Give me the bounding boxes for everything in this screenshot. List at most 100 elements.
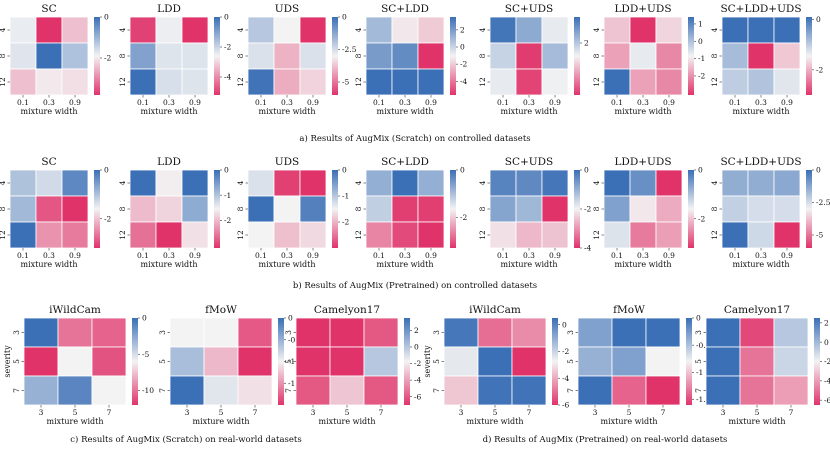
heatmap-cell bbox=[23, 375, 59, 406]
colorbar-tick-label: 0 bbox=[414, 343, 419, 352]
x-tick-label: 3 bbox=[593, 408, 598, 417]
x-tick-label: 0.1 bbox=[611, 251, 623, 260]
heatmap-title: SC+LDD+UDS bbox=[720, 156, 801, 168]
colorbar-tick-label: -2.5 bbox=[342, 45, 357, 54]
heatmap-cell bbox=[61, 169, 89, 197]
y-tick-label: 12 bbox=[236, 230, 245, 240]
colorbar-tick-label: -2 bbox=[104, 54, 112, 63]
colorbar bbox=[814, 318, 820, 405]
caption-d: d) Results of AugMix (Pretrained) on rea… bbox=[483, 434, 728, 445]
x-tick-label: 3 bbox=[311, 408, 316, 417]
y-tick-label: 4 bbox=[0, 27, 7, 32]
y-tick-label: 12 bbox=[592, 77, 601, 87]
heatmap-cell bbox=[181, 42, 209, 70]
colorbar-tick-label: -5 bbox=[142, 350, 150, 359]
x-tick-label: 0.9 bbox=[69, 251, 81, 260]
x-tick-label: 0.3 bbox=[523, 251, 535, 260]
heatmap-cell bbox=[773, 221, 801, 249]
colorbar-tick-label: -0.5 bbox=[696, 341, 711, 350]
heatmap-cell bbox=[443, 317, 479, 348]
heatmap-cell bbox=[541, 16, 569, 44]
colorbar-tick-label: -2 bbox=[460, 60, 468, 69]
heatmap-cell bbox=[655, 169, 683, 197]
heatmap-cell bbox=[247, 68, 275, 96]
x-tick-label: 0.9 bbox=[549, 251, 561, 260]
heatmap-cell bbox=[203, 375, 239, 406]
heatmap-cell bbox=[747, 195, 775, 223]
y-tick-label: 8 bbox=[592, 206, 601, 211]
heatmap-cell bbox=[23, 346, 59, 377]
colorbar-tick-label: -2 bbox=[816, 65, 824, 74]
heatmap-cell bbox=[515, 68, 543, 96]
heatmap-cell bbox=[329, 375, 365, 406]
heatmap-cell bbox=[155, 169, 183, 197]
heatmap-title: LDD+UDS bbox=[614, 3, 671, 15]
y-tick-label: 4 bbox=[592, 27, 601, 32]
x-axis-label: mixture width bbox=[614, 260, 671, 269]
y-tick-label: 3 bbox=[158, 330, 167, 335]
heatmap-title: LDD bbox=[157, 3, 181, 15]
y-tick-label: 5 bbox=[432, 359, 441, 364]
heatmap-cell bbox=[721, 169, 749, 197]
heatmap-cell bbox=[237, 346, 273, 377]
heatmap-cell bbox=[365, 195, 393, 223]
heatmap-cell bbox=[655, 42, 683, 70]
x-tick-label: 0.3 bbox=[43, 98, 55, 107]
x-tick-label: 7 bbox=[789, 408, 794, 417]
y-tick-label: 12 bbox=[236, 77, 245, 87]
y-tick-label: 8 bbox=[236, 53, 245, 58]
heatmap-cell bbox=[739, 346, 775, 377]
y-tick-label: 8 bbox=[478, 53, 487, 58]
heatmap-cell bbox=[365, 221, 393, 249]
heatmap-cell bbox=[363, 346, 399, 377]
colorbar bbox=[806, 170, 812, 248]
heatmap-cell bbox=[489, 68, 517, 96]
heatmap-cell bbox=[35, 195, 63, 223]
x-tick-label: 5 bbox=[627, 408, 632, 417]
heatmap-cell bbox=[629, 68, 657, 96]
heatmap-cell bbox=[129, 221, 157, 249]
heatmap-cell bbox=[247, 42, 275, 70]
heatmap-cell bbox=[489, 42, 517, 70]
x-tick-label: 7 bbox=[379, 408, 384, 417]
heatmap-cell bbox=[273, 16, 301, 44]
x-tick-label: 0.1 bbox=[17, 251, 29, 260]
x-tick-label: 0.3 bbox=[281, 251, 293, 260]
colorbar bbox=[688, 17, 694, 95]
x-tick-label: 0.3 bbox=[281, 98, 293, 107]
y-tick-label: 5 bbox=[284, 359, 293, 364]
heatmap-cell bbox=[747, 169, 775, 197]
colorbar bbox=[94, 170, 100, 248]
heatmap-cell bbox=[9, 68, 37, 96]
heatmap-cell bbox=[541, 42, 569, 70]
heatmap-cell bbox=[237, 317, 273, 348]
colorbar bbox=[806, 17, 812, 95]
y-tick-label: 4 bbox=[236, 180, 245, 185]
colorbar-tick-label: 0 bbox=[816, 166, 821, 175]
y-tick-label: 8 bbox=[478, 206, 487, 211]
colorbar bbox=[404, 318, 410, 405]
y-tick-label: 8 bbox=[118, 53, 127, 58]
colorbar-tick-label: 0 bbox=[816, 15, 821, 24]
y-tick-label: 8 bbox=[0, 53, 7, 58]
heatmap-cell bbox=[721, 68, 749, 96]
heatmap-cell bbox=[541, 195, 569, 223]
heatmap-cell bbox=[645, 317, 681, 348]
x-tick-label: 0.1 bbox=[611, 98, 623, 107]
heatmap-cell bbox=[417, 42, 445, 70]
y-tick-label: 8 bbox=[710, 53, 719, 58]
x-tick-label: 0.1 bbox=[497, 251, 509, 260]
heatmap-cell bbox=[773, 346, 809, 377]
colorbar-tick-label: 0 bbox=[460, 43, 465, 52]
heatmap-cell bbox=[417, 221, 445, 249]
heatmap-cell bbox=[477, 317, 513, 348]
colorbar-tick-label: 0 bbox=[224, 13, 229, 22]
heatmap-title: SC+LDD bbox=[381, 156, 429, 168]
heatmap-title: SC+LDD bbox=[381, 3, 429, 15]
x-tick-label: 0.9 bbox=[307, 251, 319, 260]
heatmap-title: SC bbox=[41, 156, 56, 168]
heatmap-cell bbox=[603, 42, 631, 70]
